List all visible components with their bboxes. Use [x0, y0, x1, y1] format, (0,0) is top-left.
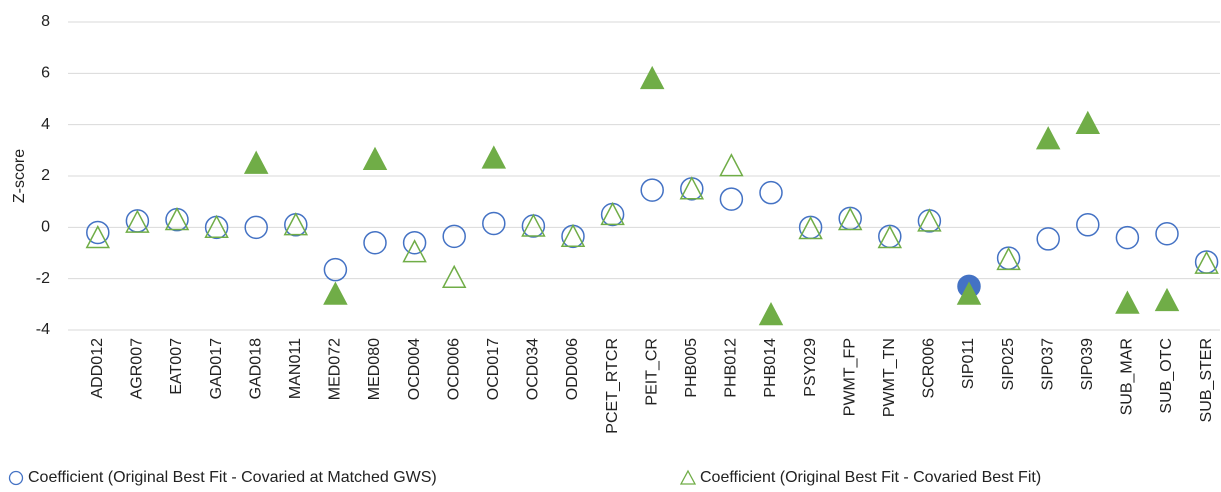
marker — [283, 212, 309, 236]
x-tick-label: PSY029 — [802, 338, 819, 397]
x-tick-label: MED080 — [366, 338, 383, 400]
legend-symbol — [8, 470, 24, 486]
marker — [1194, 250, 1219, 274]
marker — [521, 213, 546, 237]
x-tick-label: PHB014 — [762, 338, 779, 398]
marker — [798, 216, 823, 240]
marker — [1076, 213, 1100, 237]
marker — [1115, 225, 1140, 250]
marker — [204, 214, 229, 238]
legend-label: Coefficient (Original Best Fit - Covarie… — [700, 469, 1041, 486]
marker — [758, 301, 784, 326]
marker — [560, 223, 586, 247]
marker — [877, 224, 903, 249]
x-tick-label: OCD006 — [445, 338, 462, 400]
marker — [402, 230, 427, 255]
y-axis-label: Z-score — [11, 149, 28, 203]
x-tick-label: PCET_RTCR — [604, 338, 621, 434]
x-tick-label: PEIT_CR — [643, 338, 660, 406]
marker — [164, 207, 190, 231]
x-tick-label: MAN011 — [287, 338, 304, 399]
x-tick-label: SIP025 — [1000, 338, 1017, 391]
x-tick-label: SIP037 — [1039, 338, 1056, 391]
marker — [600, 201, 625, 226]
x-tick-label: PHB005 — [683, 338, 700, 398]
marker — [363, 230, 387, 255]
y-tick-label: -2 — [36, 270, 50, 287]
marker — [482, 211, 506, 236]
marker — [1036, 227, 1060, 251]
x-tick-label: GAD018 — [247, 338, 264, 399]
y-tick-label: 6 — [41, 65, 50, 82]
legend-label: Coefficient (Original Best Fit - Covarie… — [28, 469, 437, 486]
marker — [837, 207, 863, 231]
marker — [719, 187, 744, 211]
marker — [639, 65, 665, 90]
legend-symbol — [679, 469, 697, 485]
x-tick-label: OCD017 — [485, 338, 502, 400]
x-tick-label: SUB_STER — [1198, 338, 1215, 422]
x-tick-label: OCD034 — [525, 338, 542, 400]
y-tick-label: 8 — [41, 13, 50, 30]
marker — [1115, 290, 1140, 314]
x-tick-label: SIP011 — [960, 338, 977, 389]
x-tick-label: SIP039 — [1079, 338, 1096, 391]
marker — [956, 281, 982, 305]
marker — [402, 239, 427, 263]
marker — [243, 150, 269, 174]
y-tick-label: 2 — [41, 167, 50, 184]
marker — [441, 264, 467, 289]
x-tick-label: SUB_OTC — [1158, 338, 1175, 414]
y-tick-label: 4 — [41, 116, 50, 133]
y-tick-label: 0 — [41, 219, 50, 236]
marker — [442, 224, 466, 249]
x-tick-label: AGR007 — [129, 338, 146, 399]
marker — [85, 224, 111, 249]
marker — [1075, 110, 1101, 135]
marker — [362, 146, 388, 170]
marker — [1154, 287, 1180, 312]
x-tick-label: MED072 — [327, 338, 344, 400]
marker — [996, 246, 1021, 271]
marker — [481, 145, 507, 169]
x-tick-label: PWMT_FP — [841, 338, 858, 416]
marker — [323, 257, 348, 282]
x-tick-label: SUB_MAR — [1119, 338, 1136, 415]
x-tick-label: PWMT_TN — [881, 338, 898, 417]
marker — [917, 208, 942, 232]
marker — [125, 209, 150, 233]
marker — [759, 180, 783, 205]
y-tick-label: -4 — [36, 321, 50, 338]
marker — [640, 178, 664, 202]
marker — [323, 281, 348, 305]
marker — [679, 176, 705, 200]
x-tick-label: OCD004 — [406, 338, 423, 400]
x-tick-label: EAT007 — [168, 338, 185, 395]
x-tick-label: ODD006 — [564, 338, 581, 400]
x-tick-label: PHB012 — [723, 338, 740, 398]
marker — [1035, 126, 1061, 150]
x-tick-label: GAD017 — [208, 338, 225, 399]
marker — [244, 215, 268, 240]
marker — [719, 153, 744, 177]
x-tick-label: ADD012 — [89, 338, 106, 399]
x-tick-label: SCR006 — [921, 338, 938, 399]
marker — [86, 220, 110, 245]
marker — [1155, 222, 1179, 246]
